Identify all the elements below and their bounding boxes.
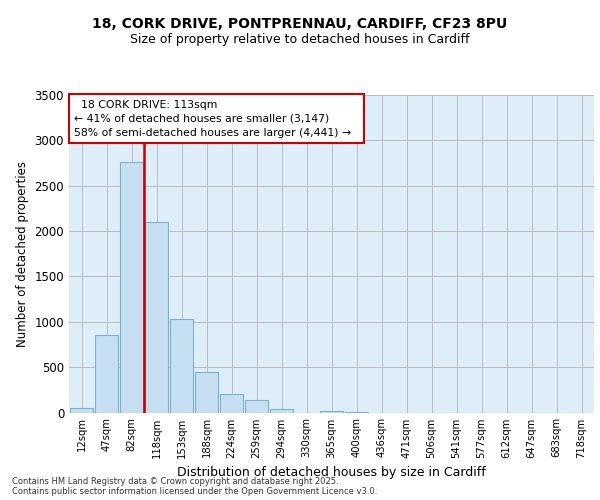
Bar [170,319,193,412]
Bar [145,222,168,412]
Bar [245,400,268,412]
Text: 18, CORK DRIVE, PONTPRENNAU, CARDIFF, CF23 8PU: 18, CORK DRIVE, PONTPRENNAU, CARDIFF, CF… [92,18,508,32]
Text: 18 CORK DRIVE: 113sqm
← 41% of detached houses are smaller (3,147)
58% of semi-d: 18 CORK DRIVE: 113sqm ← 41% of detached … [74,100,358,138]
Text: Size of property relative to detached houses in Cardiff: Size of property relative to detached ho… [130,32,470,46]
Bar [195,372,218,412]
Bar [320,410,343,412]
Bar [95,336,118,412]
Bar [220,394,243,412]
Text: Contains public sector information licensed under the Open Government Licence v3: Contains public sector information licen… [12,488,377,496]
X-axis label: Distribution of detached houses by size in Cardiff: Distribution of detached houses by size … [177,466,486,479]
Bar [70,408,93,412]
Bar [120,162,143,412]
Text: Contains HM Land Registry data © Crown copyright and database right 2025.: Contains HM Land Registry data © Crown c… [12,478,338,486]
Bar [270,409,293,412]
Y-axis label: Number of detached properties: Number of detached properties [16,161,29,347]
